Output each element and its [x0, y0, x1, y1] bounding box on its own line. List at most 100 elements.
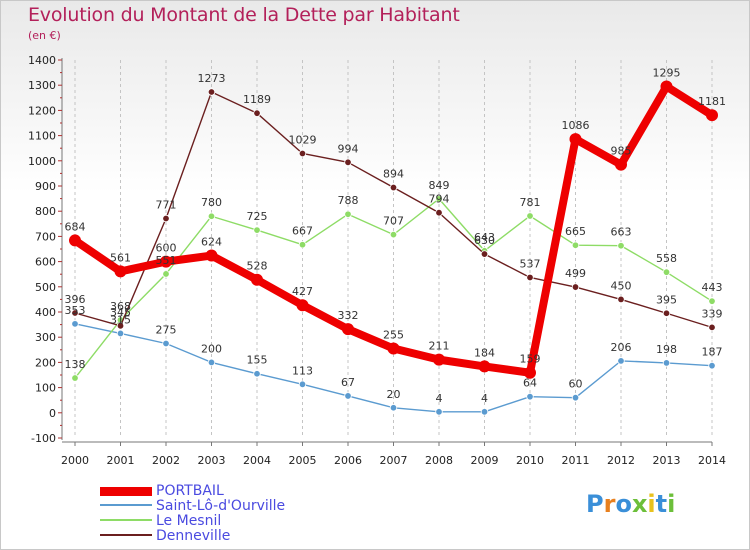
x-tick-label: 2010 [516, 454, 544, 467]
data-point [435, 209, 443, 217]
data-label: 443 [702, 281, 723, 294]
data-point [71, 309, 79, 317]
data-point [708, 361, 716, 370]
data-point [478, 360, 491, 373]
data-label: 138 [65, 358, 86, 371]
data-label: 60 [569, 378, 583, 391]
data-point [389, 404, 398, 412]
data-point [162, 270, 170, 278]
data-label: 427 [292, 285, 313, 298]
data-point [162, 339, 170, 348]
data-point [480, 250, 489, 258]
data-point [569, 133, 582, 146]
legend-item-le-mesnil[interactable]: Le Mesnil [100, 513, 360, 529]
data-point [524, 366, 536, 379]
legend-swatch [100, 519, 152, 521]
chart-title: Evolution du Montant de la Dette par Hab… [28, 4, 460, 26]
data-point [662, 268, 671, 276]
y-tick-label: 700 [35, 230, 56, 243]
data-label: 200 [201, 342, 222, 355]
data-point [71, 320, 79, 328]
logo-letter: P [586, 490, 604, 518]
data-point [162, 214, 170, 223]
x-tick-label: 2012 [607, 454, 635, 467]
data-label: 665 [565, 225, 586, 238]
proxiti-logo: Proxiti [586, 490, 675, 518]
data-label: 1295 [653, 66, 681, 79]
data-point [69, 234, 81, 247]
x-tick-label: 2008 [425, 454, 453, 467]
data-point [571, 393, 580, 402]
data-label: 551 [156, 254, 177, 267]
logo-letter: i [647, 490, 656, 518]
data-point [706, 109, 718, 122]
data-label: 1086 [562, 119, 590, 132]
legend-label: Denneville [156, 528, 231, 544]
series-layer [69, 80, 718, 416]
data-label: 663 [611, 226, 632, 239]
data-point [344, 392, 352, 400]
logo-letter: i [667, 490, 676, 518]
legend-label: PORTBAIL [156, 483, 224, 499]
legend-label: Saint-Lô-d'Ourville [156, 498, 286, 514]
chart-subtitle: (en €) [28, 29, 61, 42]
legend-label: Le Mesnil [156, 513, 222, 529]
y-tick-label: 1100 [28, 130, 56, 143]
data-label: 537 [520, 257, 541, 270]
data-label: 894 [383, 168, 404, 181]
data-label: 339 [702, 307, 723, 320]
data-point [480, 408, 489, 416]
y-tick-label: 300 [35, 331, 56, 344]
data-label: 20 [387, 388, 401, 401]
data-point [298, 149, 307, 158]
data-label: 684 [65, 220, 86, 233]
data-point [662, 309, 671, 317]
data-point [253, 370, 261, 378]
data-label: 155 [247, 354, 268, 367]
legend-item-saint-lo[interactable]: Saint-Lô-d'Ourville [100, 498, 360, 514]
x-tick-label: 2000 [61, 454, 89, 467]
data-label: 794 [429, 193, 450, 206]
legend-swatch [100, 534, 152, 536]
data-label: 994 [338, 142, 359, 155]
data-label: 187 [702, 346, 723, 359]
y-tick-label: -100 [31, 432, 56, 445]
x-tick-label: 2013 [653, 454, 681, 467]
data-label: 4 [436, 392, 443, 405]
data-point [571, 283, 580, 291]
logo-letter: t [655, 490, 668, 518]
data-label: 198 [656, 343, 677, 356]
data-point [296, 299, 309, 312]
data-point [617, 242, 625, 250]
legend-swatch [100, 504, 152, 506]
data-label: 1273 [198, 72, 226, 85]
data-point [71, 374, 79, 382]
y-tick-label: 200 [35, 356, 56, 369]
x-tick-label: 2003 [198, 454, 226, 467]
data-label: 255 [383, 329, 404, 342]
logo-letter: r [603, 490, 616, 518]
data-point [253, 226, 261, 234]
legend-item-portbail[interactable]: PORTBAIL [100, 483, 360, 499]
data-label: 64 [523, 377, 537, 390]
data-point [526, 273, 534, 282]
data-label: 159 [520, 353, 541, 366]
data-point [435, 195, 443, 203]
y-tick-label: 1400 [28, 54, 56, 67]
x-tick-label: 2002 [152, 454, 180, 467]
x-tick-label: 2014 [698, 454, 726, 467]
data-label: 184 [474, 346, 495, 359]
data-point [160, 255, 172, 268]
x-tick-label: 2004 [243, 454, 271, 467]
data-point [207, 212, 216, 220]
legend-swatch [100, 487, 152, 496]
data-point [617, 357, 625, 365]
data-label-layer: 353 315 275 200 155 113 67 20 4 4 64 60 206 198 187 138… [65, 66, 727, 404]
legend-item-denneville[interactable]: Denneville [100, 528, 360, 544]
data-point [114, 265, 127, 278]
data-point [435, 408, 443, 416]
axis-layer: -100 0 100 200 300 400 500 600 700 800 900 1000 1100… [28, 54, 726, 467]
data-point [708, 297, 716, 305]
data-label: 630 [474, 234, 495, 247]
